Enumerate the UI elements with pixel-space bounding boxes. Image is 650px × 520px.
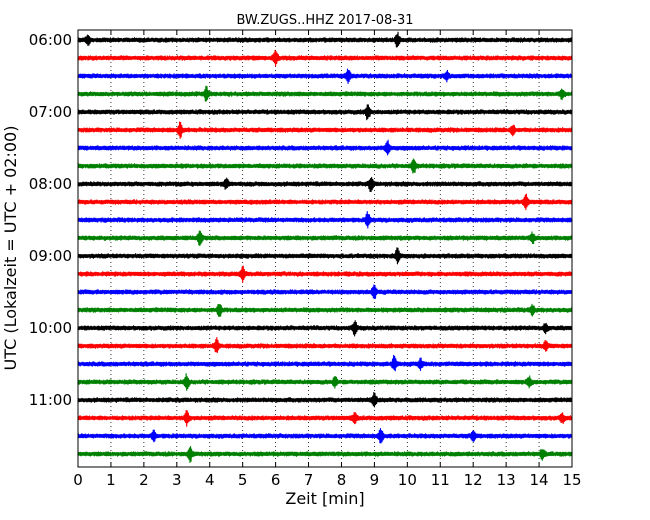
x-tick-label-5: 5 bbox=[238, 471, 248, 489]
y-axis-label: UTC (Lokalzeit = UTC + 02:00) bbox=[1, 126, 20, 371]
trace-row-15 bbox=[77, 303, 573, 317]
x-tick-label-12: 12 bbox=[464, 471, 483, 489]
y-tick-label-5: 11:00 bbox=[29, 391, 72, 409]
trace-row-3 bbox=[77, 85, 573, 102]
x-tick-label-6: 6 bbox=[271, 471, 281, 489]
trace-row-19 bbox=[77, 373, 573, 391]
y-tick-label-2: 08:00 bbox=[29, 175, 72, 193]
y-tick-label-4: 10:00 bbox=[29, 319, 72, 337]
x-tick-label-0: 0 bbox=[73, 471, 83, 489]
x-tick-label-7: 7 bbox=[304, 471, 314, 489]
trace-row-17 bbox=[77, 336, 573, 353]
x-tick-label-3: 3 bbox=[172, 471, 182, 489]
trace-lines bbox=[77, 31, 573, 464]
x-tick-label-4: 4 bbox=[205, 471, 215, 489]
x-tick-label-2: 2 bbox=[139, 471, 149, 489]
trace-row-1 bbox=[77, 49, 573, 67]
trace-row-7 bbox=[77, 158, 573, 174]
trace-row-20 bbox=[77, 391, 573, 408]
x-axis-label: Zeit [min] bbox=[285, 489, 364, 508]
y-tick-label-1: 07:00 bbox=[29, 103, 72, 121]
x-tick-label-13: 13 bbox=[497, 471, 516, 489]
trace-row-13 bbox=[77, 265, 573, 283]
trace-row-4 bbox=[77, 104, 573, 121]
trace-row-23 bbox=[77, 445, 573, 464]
trace-row-12 bbox=[77, 247, 573, 265]
trace-row-21 bbox=[77, 409, 573, 427]
trace-row-11 bbox=[77, 230, 573, 247]
x-tick-label-14: 14 bbox=[530, 471, 549, 489]
x-tick-label-1: 1 bbox=[106, 471, 116, 489]
x-tick-label-10: 10 bbox=[398, 471, 417, 489]
y-tick-label-0: 06:00 bbox=[29, 31, 72, 49]
trace-row-0 bbox=[77, 31, 573, 48]
trace-row-22 bbox=[77, 427, 573, 444]
trace-row-14 bbox=[77, 284, 573, 300]
y-axis-ticks: 06:00 07:00 08:00 09:00 10:00 11:00 bbox=[29, 31, 572, 409]
plot-frame bbox=[77, 29, 573, 468]
trace-row-8 bbox=[77, 176, 573, 193]
grid-lines bbox=[110, 30, 540, 467]
x-tick-label-15: 15 bbox=[562, 471, 581, 489]
trace-row-9 bbox=[77, 193, 573, 211]
chart-title: BW.ZUGS..HHZ 2017-08-31 bbox=[236, 13, 413, 28]
trace-row-5 bbox=[77, 121, 573, 140]
trace-row-2 bbox=[77, 68, 573, 85]
y-tick-label-3: 09:00 bbox=[29, 247, 72, 265]
x-tick-label-11: 11 bbox=[431, 471, 450, 489]
trace-row-16 bbox=[77, 320, 573, 337]
trace-row-6 bbox=[77, 139, 573, 156]
x-tick-label-8: 8 bbox=[337, 471, 347, 489]
trace-row-10 bbox=[77, 210, 573, 229]
trace-row-18 bbox=[77, 354, 573, 372]
x-tick-label-9: 9 bbox=[370, 471, 380, 489]
x-axis-ticks: 0 1 2 3 4 5 6 7 8 9 10 11 12 13 14 15 bbox=[73, 30, 582, 489]
